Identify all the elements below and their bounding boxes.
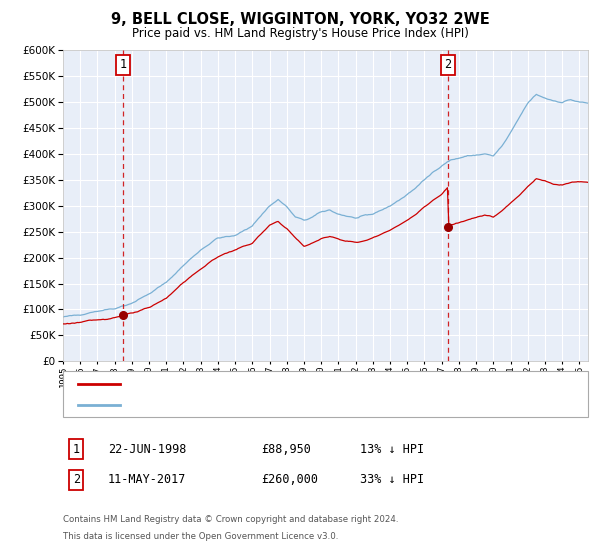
Text: 11-MAY-2017: 11-MAY-2017 [108,473,187,487]
Text: 1: 1 [119,58,126,72]
Text: This data is licensed under the Open Government Licence v3.0.: This data is licensed under the Open Gov… [63,532,338,541]
Text: 22-JUN-1998: 22-JUN-1998 [108,442,187,456]
Text: £260,000: £260,000 [261,473,318,487]
Text: Price paid vs. HM Land Registry's House Price Index (HPI): Price paid vs. HM Land Registry's House … [131,27,469,40]
Text: 1: 1 [73,442,80,456]
Text: 13% ↓ HPI: 13% ↓ HPI [360,442,424,456]
Text: 33% ↓ HPI: 33% ↓ HPI [360,473,424,487]
Text: 2: 2 [73,473,80,487]
Text: 9, BELL CLOSE, WIGGINTON, YORK, YO32 2WE (detached house): 9, BELL CLOSE, WIGGINTON, YORK, YO32 2WE… [129,379,485,389]
Text: 9, BELL CLOSE, WIGGINTON, YORK, YO32 2WE: 9, BELL CLOSE, WIGGINTON, YORK, YO32 2WE [110,12,490,27]
Text: £88,950: £88,950 [261,442,311,456]
Text: 2: 2 [445,58,451,72]
Text: HPI: Average price, detached house, York: HPI: Average price, detached house, York [129,400,379,410]
Text: Contains HM Land Registry data © Crown copyright and database right 2024.: Contains HM Land Registry data © Crown c… [63,515,398,524]
